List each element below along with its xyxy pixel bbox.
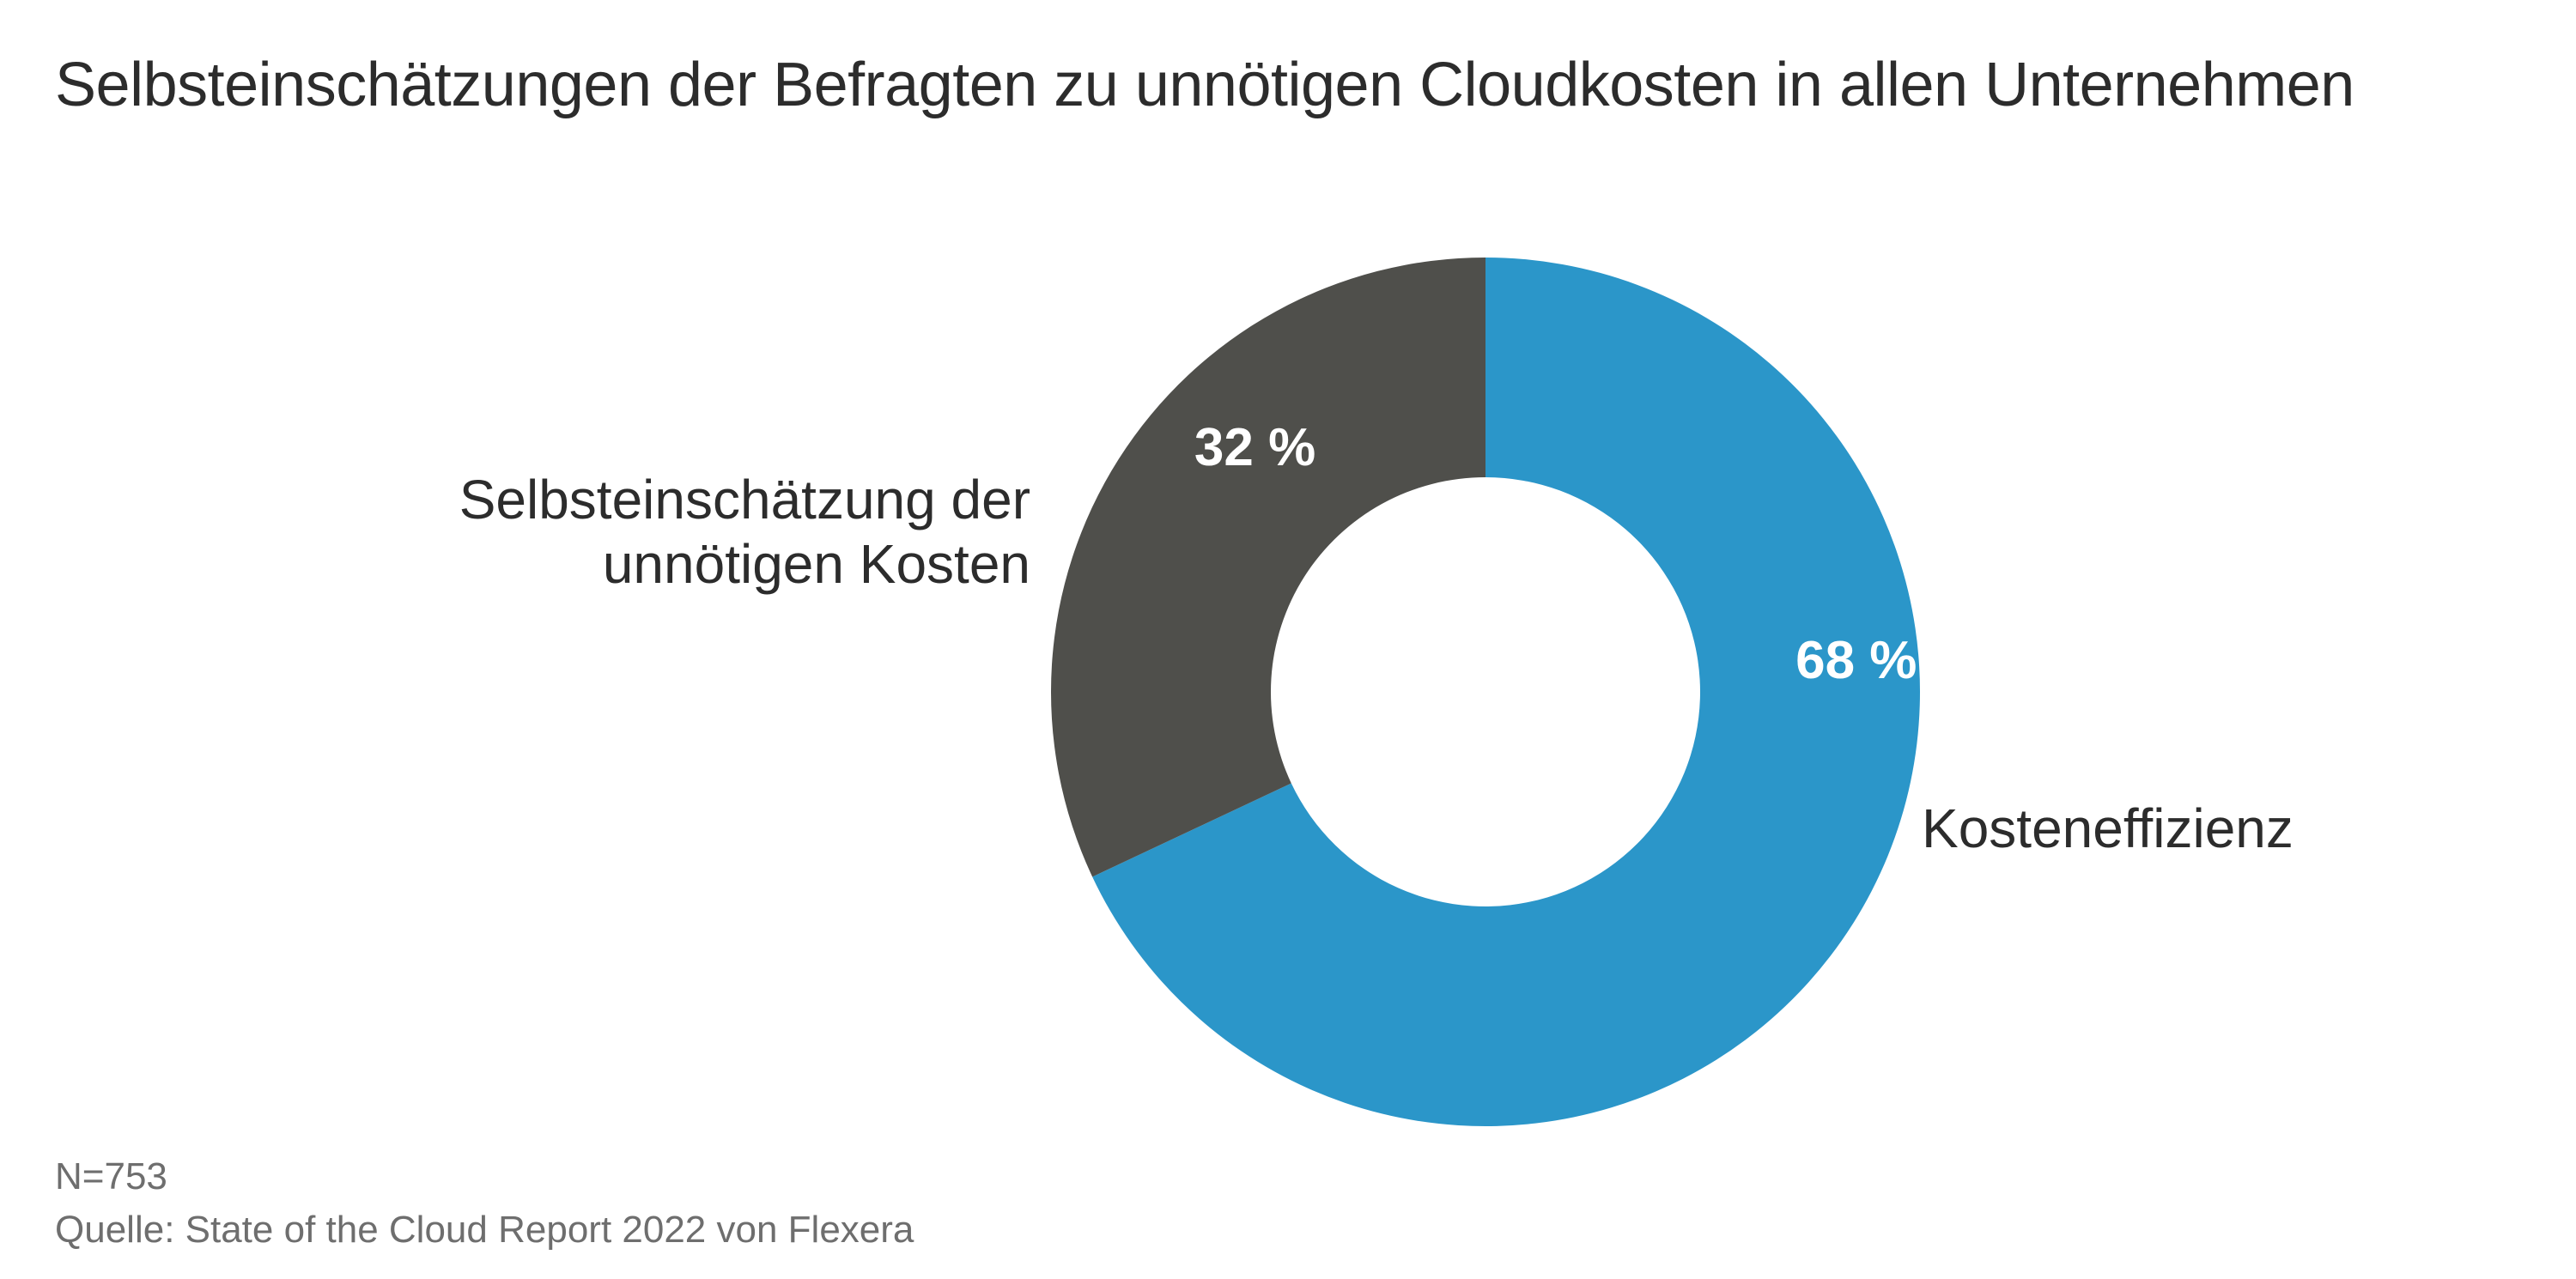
donut-value-labels: 68 % 32 % [1194,418,1917,690]
donut-value-label-1: 32 % [1194,418,1315,477]
slice-label-unnoetige-kosten: Selbsteinschätzung der unnötigen Kosten [459,468,1030,597]
donut-slice-1 [1051,258,1485,877]
source-note: Quelle: State of the Cloud Report 2022 v… [55,1209,914,1251]
slice-label-line-2: unnötigen Kosten [602,532,1030,595]
donut-value-label-0: 68 % [1795,631,1917,690]
sample-size-note: N=753 [55,1155,167,1197]
slice-label-line-1: Selbsteinschätzung der [459,469,1030,530]
donut-slices [1051,258,1920,1126]
slice-label-kosteneffizienz: Kosteneffizienz [1922,797,2293,859]
donut-slice-0 [1092,258,1920,1126]
chart-title: Selbsteinschätzungen der Befragten zu un… [55,51,2354,119]
